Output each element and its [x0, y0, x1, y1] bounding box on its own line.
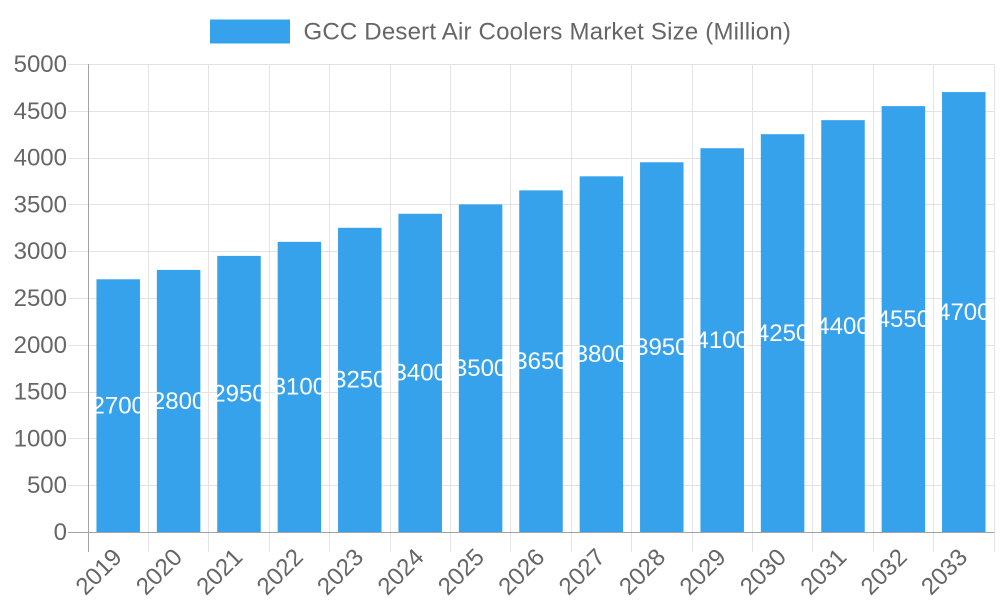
svg-text:3500: 3500 — [14, 191, 67, 218]
svg-text:GCC Desert Air Coolers Market: GCC Desert Air Coolers Market Size (Mill… — [304, 19, 792, 46]
svg-text:3950: 3950 — [635, 334, 688, 361]
svg-text:500: 500 — [27, 472, 67, 499]
svg-text:2500: 2500 — [14, 285, 67, 312]
svg-text:3500: 3500 — [454, 355, 507, 382]
svg-text:4000: 4000 — [14, 145, 67, 172]
svg-text:3400: 3400 — [394, 360, 447, 387]
svg-text:4400: 4400 — [816, 313, 869, 340]
svg-text:4250: 4250 — [756, 320, 809, 347]
svg-text:2800: 2800 — [152, 388, 205, 415]
svg-text:4550: 4550 — [877, 306, 930, 333]
svg-text:4500: 4500 — [14, 98, 67, 125]
svg-text:5000: 5000 — [14, 51, 67, 78]
svg-text:0: 0 — [54, 519, 67, 546]
svg-text:4100: 4100 — [696, 327, 749, 354]
svg-text:2950: 2950 — [212, 381, 265, 408]
svg-text:3100: 3100 — [273, 374, 326, 401]
svg-text:1000: 1000 — [14, 425, 67, 452]
svg-text:1500: 1500 — [14, 379, 67, 406]
svg-text:3250: 3250 — [333, 367, 386, 394]
svg-text:4700: 4700 — [937, 299, 990, 326]
svg-text:3000: 3000 — [14, 238, 67, 265]
svg-text:2000: 2000 — [14, 332, 67, 359]
svg-text:3800: 3800 — [575, 341, 628, 368]
svg-text:3650: 3650 — [514, 348, 567, 375]
svg-text:2700: 2700 — [92, 392, 145, 419]
